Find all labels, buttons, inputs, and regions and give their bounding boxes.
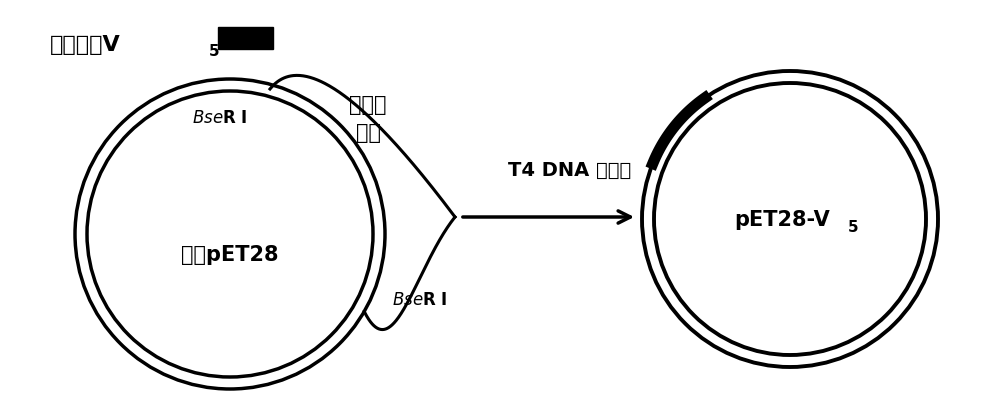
Text: 改造pET28: 改造pET28 [181, 245, 279, 264]
Text: $\it{Bse}$R I: $\it{Bse}$R I [192, 109, 248, 127]
Text: 5: 5 [848, 220, 858, 235]
Text: pET28-V: pET28-V [734, 209, 830, 229]
Text: $\it{Bse}$R I: $\it{Bse}$R I [392, 290, 448, 308]
Text: 5: 5 [209, 45, 220, 59]
Bar [218, 28, 273, 50]
Text: 单体基因V: 单体基因V [50, 35, 121, 55]
Text: 退火: 退火 [356, 123, 381, 143]
Text: T4 DNA 连接酶: T4 DNA 连接酶 [508, 160, 632, 179]
Text: 磷酸化: 磷酸化 [349, 95, 387, 115]
